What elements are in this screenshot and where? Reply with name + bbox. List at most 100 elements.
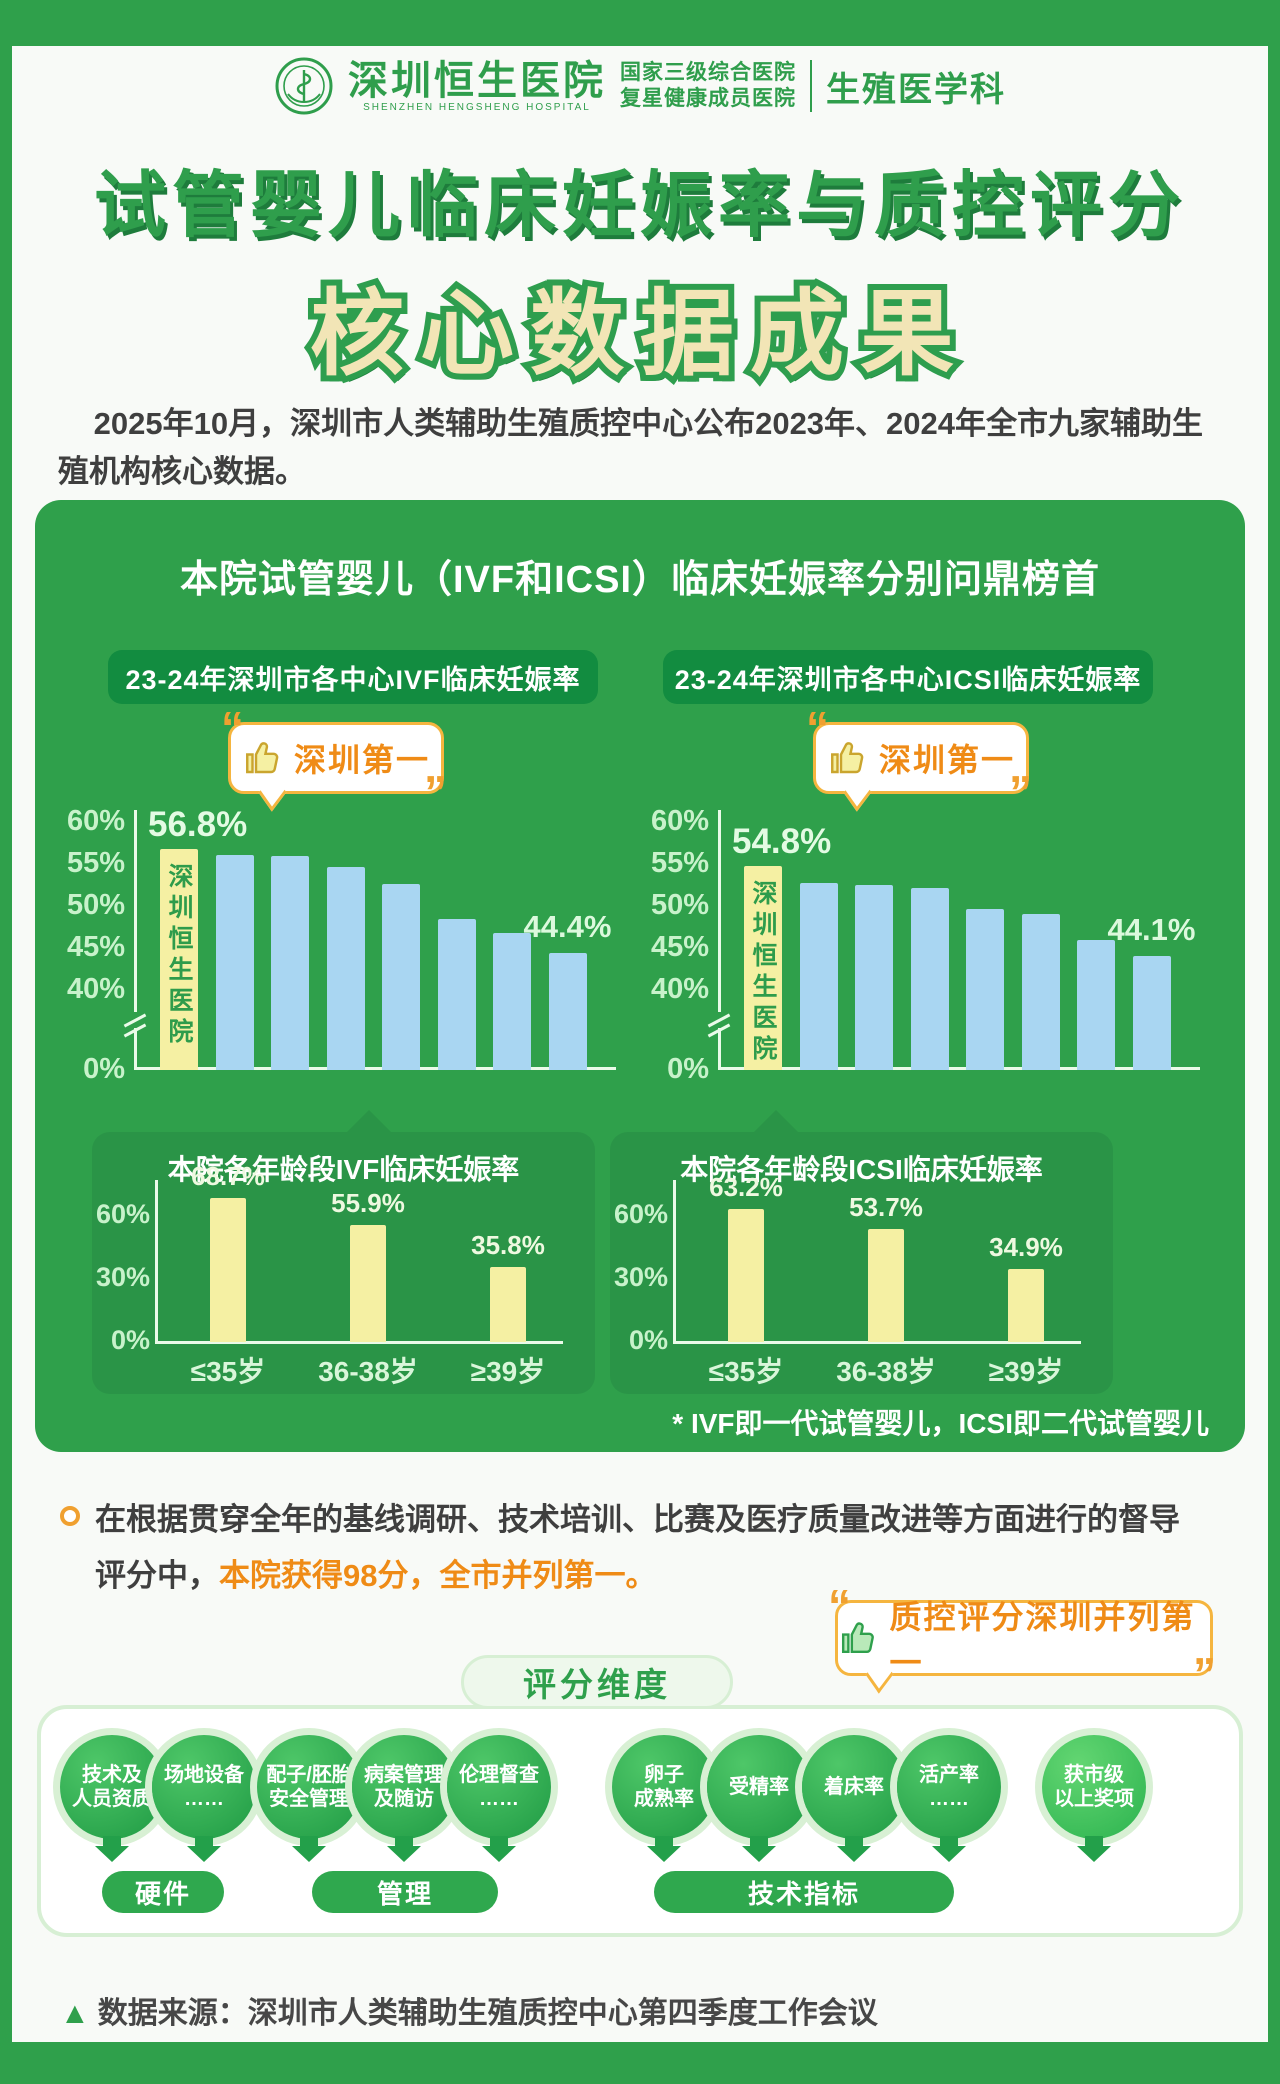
- dimension-pin-circle: 卵子 成熟率: [612, 1735, 716, 1839]
- hospital-name-block: 深圳恒生医院 SHENZHEN HENGSHENG HOSPITAL: [348, 60, 606, 113]
- right-green-strip: [1268, 46, 1280, 2042]
- left-green-strip: [0, 46, 12, 2042]
- x-axis-line: [673, 1341, 1081, 1344]
- axis-tick-label: 55%: [650, 847, 709, 879]
- hospital-logo-icon: [275, 57, 333, 115]
- group-pill-hardware: 硬件: [102, 1871, 224, 1913]
- bar-plot: 深圳恒生医院 56.8% 44.4%: [123, 798, 619, 1070]
- category-label: 36-38岁: [318, 1356, 418, 1387]
- dimension-pin-label: 伦理督查: [459, 1764, 539, 1786]
- dimension-pin: 卵子 成熟率: [609, 1735, 719, 1862]
- badge-text: 深圳第一: [293, 742, 430, 778]
- bar-value-label: 53.7%: [849, 1192, 923, 1223]
- dimension-pin: 场地设备……: [149, 1735, 259, 1862]
- bar: [1021, 913, 1060, 1070]
- callout-triangle: [752, 1110, 800, 1134]
- dimension-pin: 配子/胚胎 安全管理: [254, 1735, 364, 1862]
- category-label: ≥39岁: [470, 1356, 546, 1387]
- dimension-pin-label: 技术及: [82, 1764, 142, 1786]
- bar: [350, 1224, 386, 1342]
- shenzhen-first-badge-icsi: “ 深圳第一 ”: [806, 705, 1032, 815]
- ivf-city-chart-header: 23-24年深圳市各中心IVF临床妊娠率: [108, 650, 598, 704]
- axis-tick-label: 60%: [66, 805, 125, 837]
- chart-icsi-age: 60% 30% 0% 63.2% 53.7% 34.9% ≤35岁 36-38岁 ≥39岁: [610, 1172, 1113, 1394]
- thumbs-up-icon: [841, 1622, 874, 1654]
- y-axis-ticks: 60% 55% 50% 45% 40% 0%: [59, 798, 125, 1085]
- bar-plot: 深圳恒生医院 54.8% 44.1%: [707, 798, 1203, 1070]
- quote-open-icon: “: [806, 702, 829, 754]
- dimension-pin-circle: 活产率……: [897, 1735, 1001, 1839]
- pin-arrow-stem: [490, 1836, 508, 1846]
- bar-value-label: 35.8%: [471, 1229, 545, 1260]
- bar: [728, 1209, 764, 1342]
- axis-tick-label: 40%: [650, 973, 709, 1005]
- pin-arrow-icon: [647, 1846, 681, 1862]
- y-axis-line: [718, 810, 721, 1070]
- bottom-green-bar: [0, 2042, 1280, 2084]
- bar: [855, 885, 893, 1070]
- dimension-pin-label: 受精率: [729, 1776, 789, 1798]
- y-axis-ticks: 60% 30% 0%: [92, 1172, 150, 1355]
- dimension-pin: 伦理督查……: [444, 1735, 554, 1862]
- dimension-pin-label: 安全管理: [269, 1788, 349, 1810]
- chart-ivf-city: 60% 55% 50% 45% 40% 0% 深圳恒生医院 56.8% 44.4%: [59, 798, 619, 1085]
- triangle-marker-icon: ▲: [60, 1997, 90, 2030]
- quote-open-icon: “: [828, 1580, 851, 1632]
- top-green-bar: [0, 0, 1280, 46]
- axis-tick-label: 50%: [66, 889, 125, 921]
- bar: [910, 888, 949, 1070]
- header-divider: [810, 60, 812, 112]
- highlight-bar-label: 深圳恒生医院: [749, 879, 777, 1066]
- pin-arrow-stem: [940, 1836, 958, 1846]
- axis-tick-label: 0%: [110, 1325, 150, 1355]
- x-axis-line: [718, 1067, 1200, 1070]
- bar: [215, 854, 254, 1070]
- dimension-pin-label: 人员资质: [72, 1788, 152, 1810]
- bar-value-label: 34.9%: [989, 1231, 1063, 1262]
- dimension-pin-label: ……: [184, 1788, 224, 1810]
- dimension-pin: 获市级 以上奖项: [1039, 1735, 1149, 1862]
- axis-tick-label: 50%: [650, 889, 709, 921]
- pin-arrow-icon: [932, 1846, 966, 1862]
- accreditation-line2: 复星健康成员医院: [620, 87, 796, 110]
- sub-title-wrap: 核心数据成果 核心数据成果: [0, 258, 1280, 394]
- chart-ivf-age: 60% 30% 0% 68.7% 55.9% 35.8% ≤35岁 36-38岁 ≥39岁: [92, 1161, 595, 1394]
- group-pill-tech-indicators: 技术指标: [654, 1871, 954, 1913]
- bar: [1132, 955, 1171, 1070]
- data-source-text: 数据来源：深圳市人类辅助生殖质控中心第四季度工作会议: [97, 1997, 878, 2030]
- ivf-age-chart-title: 本院各年龄段IVF临床妊娠率: [167, 1154, 520, 1185]
- sub-title: 核心数据成果: [309, 281, 970, 386]
- quality-score-badge: “ 质控评分深圳并列第一 ”: [828, 1583, 1216, 1697]
- dimension-pin: 技术及 人员资质: [57, 1735, 167, 1862]
- dimension-pin: 病案管理 及随访: [349, 1735, 459, 1862]
- axis-tick-label: 45%: [66, 931, 125, 963]
- thumbs-up-icon: [831, 742, 864, 774]
- dimension-pin: 活产率……: [894, 1735, 1004, 1862]
- bar: [799, 883, 838, 1070]
- bar: [437, 918, 476, 1070]
- bar: [490, 1266, 526, 1342]
- bar: [1077, 940, 1115, 1070]
- axis-tick-label: 60%: [613, 1199, 668, 1229]
- score-paragraph-prefix: 在根据贯穿全年的基线调研、技术培训、比赛及医疗质量改进等方面进行的督导评分中，: [95, 1502, 1180, 1593]
- department-name: 生殖医学科: [826, 70, 1006, 109]
- hospital-accreditations: 国家三级综合医院 复星健康成员医院: [620, 60, 796, 113]
- quote-open-icon: “: [221, 702, 244, 754]
- bar: [548, 953, 587, 1070]
- dimension-pin-circle: 获市级 以上奖项: [1042, 1735, 1146, 1839]
- bar-plot: 68.7% 55.9% 35.8%: [155, 1161, 587, 1344]
- bar: [271, 856, 309, 1070]
- first-bar-value-label: 54.8%: [732, 821, 832, 861]
- dimension-pin-label: ……: [479, 1788, 519, 1810]
- main-title: 试管婴儿临床妊娠率与质控评分: [93, 166, 1186, 246]
- shenzhen-first-badge-ivf: “ 深圳第一 ”: [221, 705, 447, 815]
- dimension-pin-label: 获市级: [1064, 1764, 1124, 1786]
- data-source-footer: ▲ 数据来源：深圳市人类辅助生殖质控中心第四季度工作会议: [60, 1988, 878, 2032]
- highlight-bar: 深圳恒生医院: [744, 865, 782, 1070]
- quote-close-icon: ”: [1193, 1648, 1216, 1700]
- pin-arrow-icon: [482, 1846, 516, 1862]
- sub-title-outline: 核心数据成果: [304, 275, 970, 392]
- pin-arrow-icon: [742, 1846, 776, 1862]
- axis-tick-label: 55%: [66, 847, 125, 879]
- bar-value-label: 63.2%: [709, 1172, 783, 1203]
